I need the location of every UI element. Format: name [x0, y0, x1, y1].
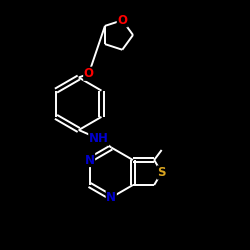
Text: N: N — [106, 191, 116, 204]
Text: NH: NH — [89, 132, 109, 145]
Text: S: S — [158, 166, 166, 179]
Text: N: N — [84, 154, 94, 166]
Text: O: O — [84, 67, 94, 80]
Text: O: O — [117, 14, 127, 27]
